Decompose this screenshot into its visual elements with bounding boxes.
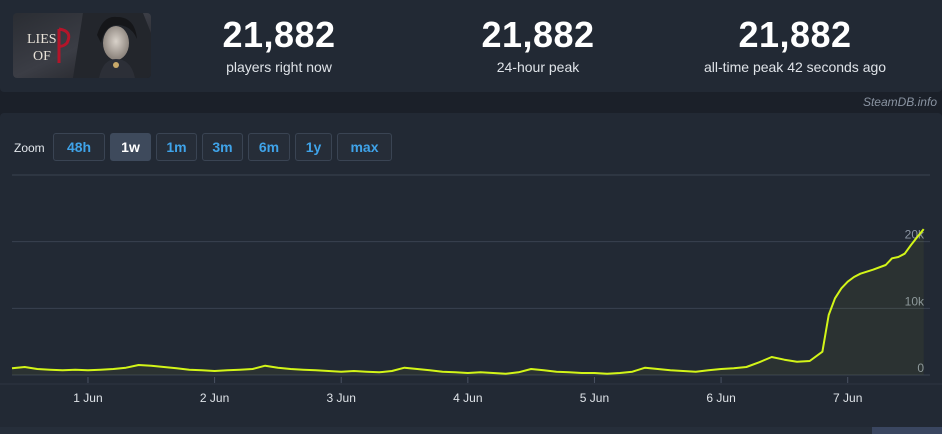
x-tick-label: 4 Jun bbox=[453, 391, 482, 405]
stat-label: all-time peak 42 seconds ago bbox=[703, 59, 887, 75]
stat-value: 21,882 bbox=[222, 14, 336, 55]
svg-text:LIES: LIES bbox=[27, 32, 57, 47]
zoom-button-48h[interactable]: 48h bbox=[53, 133, 105, 161]
game-artwork[interactable]: LIES OF bbox=[13, 13, 151, 78]
zoom-button-1y[interactable]: 1y bbox=[295, 133, 332, 161]
lies-of-p-artwork-icon: LIES OF bbox=[13, 13, 151, 78]
y-tick-label: 0 bbox=[917, 361, 924, 375]
x-tick-label: 5 Jun bbox=[580, 391, 609, 405]
zoom-button-max[interactable]: max bbox=[337, 133, 392, 161]
stats-header: LIES OF 21,882 players right now 21,882 … bbox=[0, 0, 942, 92]
x-tick-label: 2 Jun bbox=[200, 391, 229, 405]
svg-text:OF: OF bbox=[33, 49, 51, 64]
stat-label: 24-hour peak bbox=[496, 59, 580, 75]
x-tick-label: 1 Jun bbox=[73, 391, 102, 405]
series-area bbox=[12, 229, 924, 375]
zoom-button-3m[interactable]: 3m bbox=[202, 133, 243, 161]
stat-all-time-peak: 21,882 all-time peak 42 seconds ago bbox=[675, 14, 915, 76]
x-tick-label: 7 Jun bbox=[833, 391, 862, 405]
navigator-strip[interactable] bbox=[0, 427, 942, 434]
zoom-button-1w[interactable]: 1w bbox=[110, 133, 151, 161]
zoom-button-6m[interactable]: 6m bbox=[248, 133, 290, 161]
y-tick-label: 20k bbox=[905, 228, 925, 242]
player-count-chart[interactable]: 0 10k 20k 1 Jun 2 Jun 3 Jun 4 Jun 5 Jun 6 Jun 7 J… bbox=[0, 113, 942, 434]
series-line[interactable] bbox=[11, 228, 925, 375]
stat-24h-peak: 21,882 24-hour peak bbox=[418, 14, 658, 76]
navigator-handle[interactable] bbox=[872, 427, 942, 434]
zoom-label: Zoom bbox=[14, 141, 45, 155]
stat-value: 21,882 bbox=[481, 14, 595, 55]
x-tick-label: 6 Jun bbox=[706, 391, 735, 405]
y-tick-label: 10k bbox=[905, 294, 925, 308]
x-tick-label: 3 Jun bbox=[327, 391, 356, 405]
stat-value: 21,882 bbox=[738, 14, 852, 55]
stat-players-now: 21,882 players right now bbox=[159, 14, 399, 76]
zoom-button-1m[interactable]: 1m bbox=[156, 133, 197, 161]
stat-label: players right now bbox=[226, 59, 332, 75]
steamdb-credit[interactable]: SteamDB.info bbox=[862, 95, 937, 109]
